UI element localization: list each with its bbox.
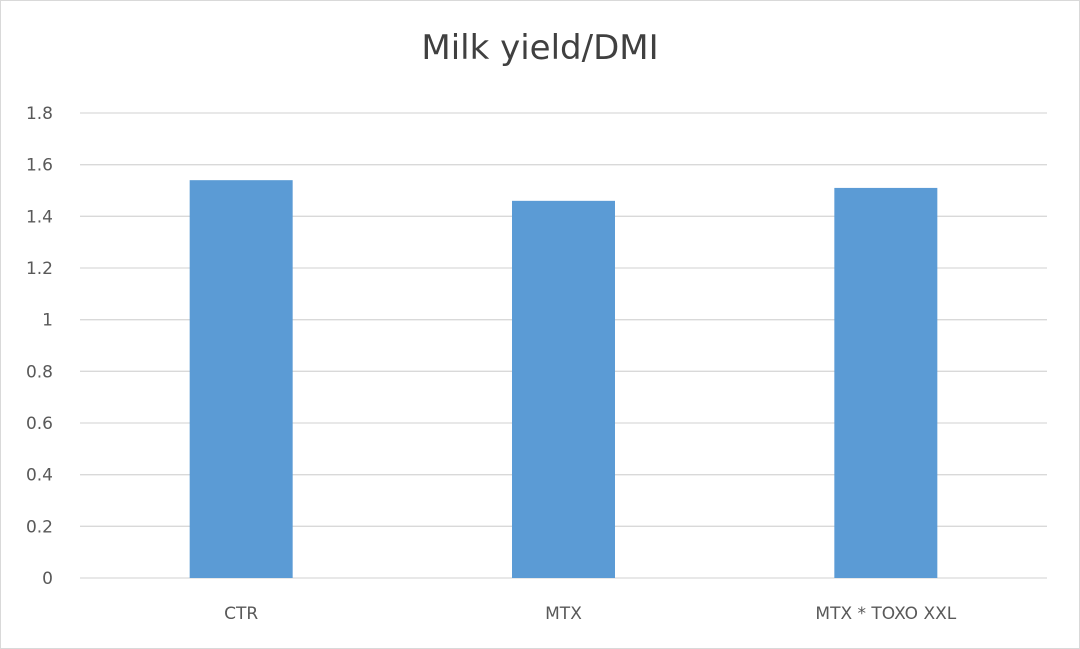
x-category-label: CTR bbox=[224, 604, 258, 624]
y-tick-label: 0 bbox=[42, 569, 53, 589]
y-tick-label: 0.4 bbox=[26, 466, 53, 486]
y-tick-label: 1.6 bbox=[26, 156, 53, 176]
x-category-label: MTX bbox=[545, 604, 582, 624]
x-axis-category-labels: CTR MTX MTX * TOXO XXL bbox=[224, 604, 957, 624]
y-tick-label: 1.4 bbox=[26, 207, 53, 227]
y-axis-tick-labels: 0 0.2 0.4 0.6 0.8 1 1.2 1.4 1.6 1.8 bbox=[26, 104, 53, 589]
y-tick-label: 0.8 bbox=[26, 362, 53, 382]
y-tick-label: 0.6 bbox=[26, 414, 53, 434]
bar-mtx-toxo-xxl bbox=[834, 187, 938, 578]
y-tick-label: 1.8 bbox=[26, 104, 53, 124]
chart-title: Milk yield/DMI bbox=[421, 28, 659, 68]
x-category-label: MTX * TOXO XXL bbox=[815, 604, 956, 624]
bar-ctr bbox=[189, 180, 293, 578]
y-tick-label: 0.2 bbox=[26, 517, 53, 537]
bar-mtx bbox=[512, 200, 615, 579]
y-tick-label: 1.2 bbox=[26, 259, 53, 279]
bars bbox=[189, 180, 938, 579]
y-tick-label: 1 bbox=[42, 311, 53, 331]
